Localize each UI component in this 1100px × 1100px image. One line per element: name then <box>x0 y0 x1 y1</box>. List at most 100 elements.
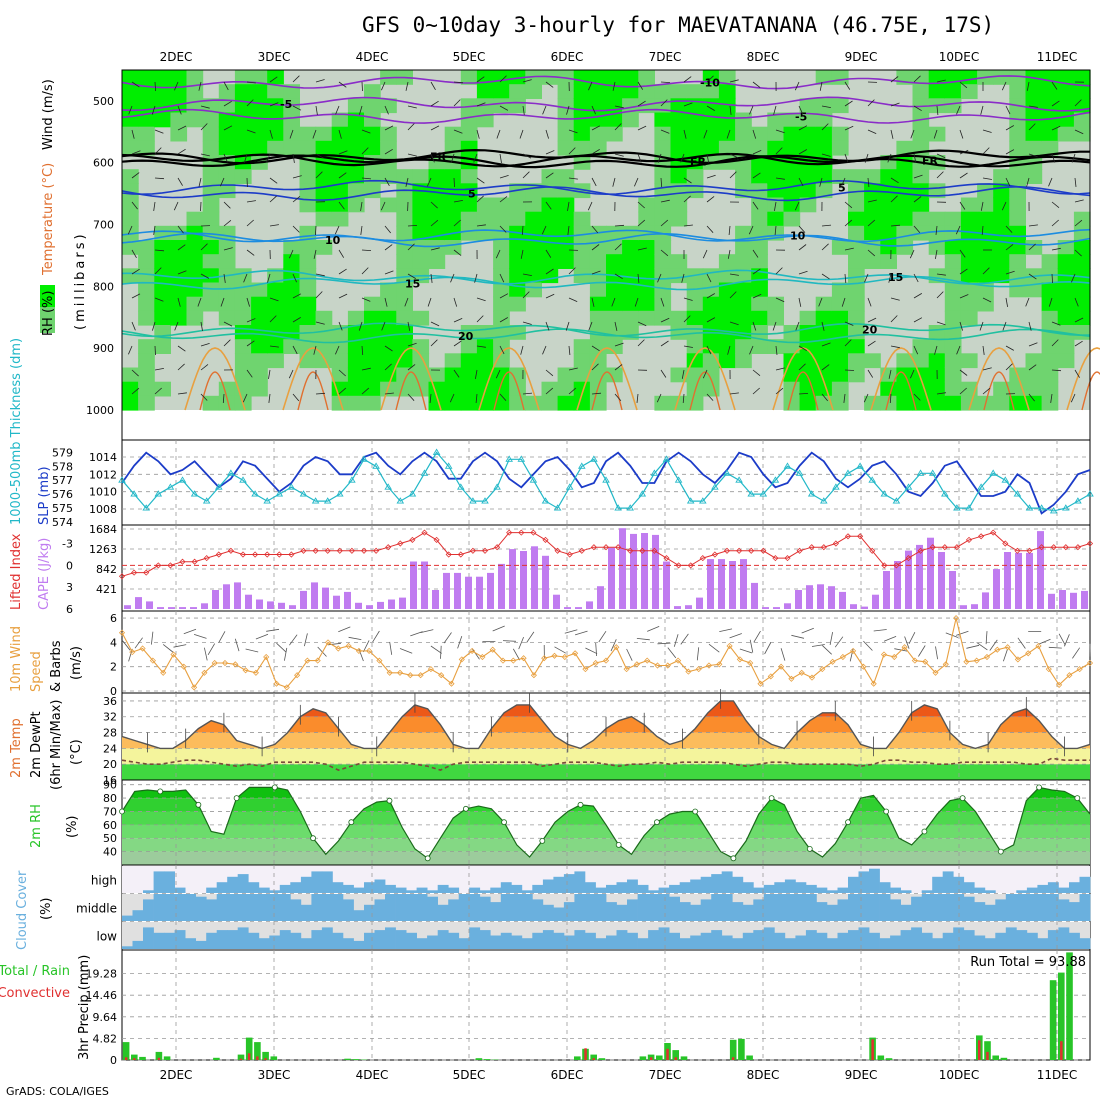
rh-cell <box>525 84 542 99</box>
rh-cell <box>234 268 252 284</box>
li-point <box>397 540 404 547</box>
rh-cell <box>783 126 801 142</box>
wind-barb <box>131 150 141 155</box>
rh-cell <box>557 254 575 269</box>
wind-barb <box>313 345 317 355</box>
rh-cell <box>380 98 397 114</box>
wind-barb <box>775 297 785 303</box>
wind-barb <box>292 175 302 179</box>
cloud-cell <box>690 879 702 893</box>
rh-cell <box>138 70 155 85</box>
rh-cell <box>460 70 478 85</box>
wind-barb <box>728 225 731 236</box>
surface-barb <box>554 646 566 654</box>
rh-cell <box>815 353 833 369</box>
thickness-point <box>202 497 211 504</box>
rh-cell <box>912 339 930 354</box>
surface-barb <box>1058 633 1066 646</box>
rh-cell <box>896 197 914 213</box>
li-point <box>1086 540 1094 547</box>
wind-barb <box>545 172 554 179</box>
rh-cell <box>460 211 478 227</box>
rh-cell <box>751 126 768 142</box>
rh-cell <box>654 240 672 255</box>
rh-cell <box>831 98 849 114</box>
li-point <box>772 555 779 562</box>
cape-tick: 1684 <box>89 523 117 536</box>
wind-barb <box>289 249 294 259</box>
precip-bar <box>352 1059 360 1060</box>
wind-barb <box>1005 177 1011 187</box>
rh-cell <box>848 197 865 213</box>
surface-barb <box>873 629 887 632</box>
rh-cell <box>331 183 349 199</box>
rh-cell <box>154 240 171 255</box>
wind-barb <box>154 129 164 134</box>
li-point <box>203 555 210 562</box>
wind-barb <box>384 105 389 115</box>
surface-barb <box>801 627 814 634</box>
rh-cell <box>735 282 752 298</box>
wind-barb <box>1025 297 1030 307</box>
wind-barb <box>798 149 807 155</box>
cloud-cell <box>185 894 196 921</box>
rh-point <box>271 784 278 791</box>
wind-barb <box>453 249 462 256</box>
wind-barb <box>568 267 576 275</box>
wind-barb <box>959 172 968 179</box>
isotherm <box>121 96 1091 112</box>
wind-barb <box>128 105 133 115</box>
rh-cell <box>251 140 268 156</box>
wind-barb <box>177 148 186 155</box>
wind-barb <box>726 129 731 139</box>
rh-cell <box>1009 126 1026 142</box>
wind-barb <box>335 345 340 355</box>
wind-barb <box>913 345 919 355</box>
rh-cell <box>364 339 381 354</box>
rh-cell <box>186 282 204 298</box>
thickness-point <box>856 462 864 469</box>
wind-speed-point <box>726 642 733 650</box>
isotherm <box>121 75 1091 90</box>
cloud-cell <box>637 938 649 949</box>
thickness-point <box>396 497 405 504</box>
rh-cell <box>1041 126 1059 142</box>
rh-tick: 60 <box>103 819 117 832</box>
wind-barb <box>614 364 623 371</box>
temperature-label: Temperature (°C) <box>41 163 56 276</box>
rh-cell <box>267 98 284 114</box>
thickness-point <box>323 497 332 504</box>
wind-speed-point <box>1014 656 1021 663</box>
rh-cell <box>1041 381 1059 397</box>
wind-speed-point <box>242 667 249 674</box>
wind-barb <box>660 177 663 188</box>
wind-barb <box>913 75 921 83</box>
wind-barb <box>1074 369 1080 378</box>
cloud-cell <box>406 890 417 893</box>
cloud-cell <box>637 894 649 921</box>
wind-barb <box>890 297 900 301</box>
rh-cell <box>1057 282 1075 298</box>
wind-barb <box>935 249 938 259</box>
rh-cell <box>218 98 236 114</box>
li-point <box>1038 544 1045 551</box>
wind-speed-point <box>623 666 630 673</box>
cloud-cell <box>721 894 733 921</box>
temp-label-4: (°C) <box>69 739 84 765</box>
wind-barb <box>591 125 601 131</box>
rh-cell <box>170 254 188 269</box>
wind-barb <box>499 393 507 401</box>
rh-cell <box>186 268 204 284</box>
rh-cell <box>283 310 300 326</box>
cloud-cell <box>311 871 323 893</box>
cloud-cell <box>1079 938 1091 949</box>
rh-cell <box>718 140 736 156</box>
rh-cell <box>444 169 462 184</box>
cape-bar <box>1081 590 1088 609</box>
rh-cell <box>1009 140 1026 156</box>
wind-barb <box>427 297 432 307</box>
precip-bar <box>992 1055 999 1060</box>
wind-barb <box>913 317 923 323</box>
wind-barb <box>706 293 715 299</box>
rh-cell <box>638 296 655 312</box>
